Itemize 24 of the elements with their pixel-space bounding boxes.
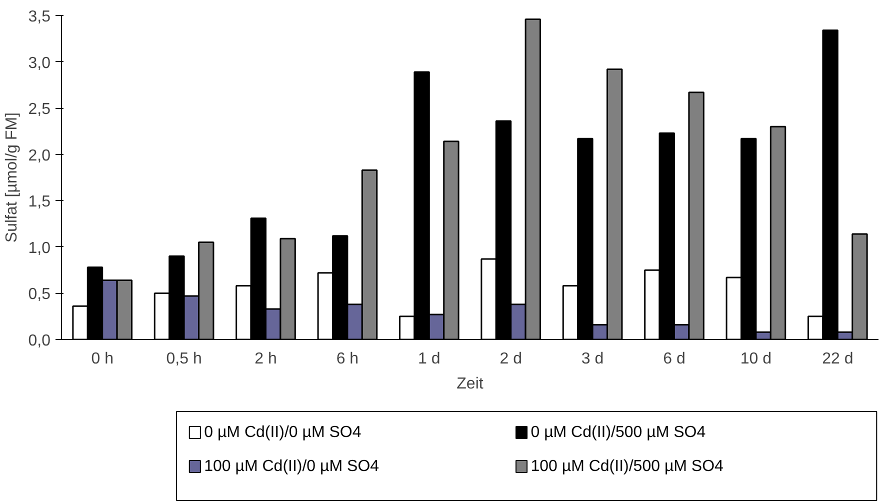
x-tick-label: 10 d: [740, 350, 772, 368]
y-axis-title: Sulfat [µmol/g FM]: [3, 112, 20, 243]
legend-label: 100 µM Cd(II)/0 µM SO4: [204, 458, 380, 475]
x-tick-label: 3 d: [581, 350, 604, 368]
legend-label: 0 µM Cd(II)/500 µM SO4: [530, 424, 706, 441]
x-tick-label: 2 h: [254, 350, 277, 368]
x-axis-title: Zeit: [456, 376, 484, 392]
x-tick-label: 1 d: [418, 350, 440, 368]
y-tick-label: 2,5: [28, 101, 51, 118]
y-tick-label: 0,0: [28, 332, 51, 350]
y-tick-label: 3,5: [28, 8, 51, 26]
x-tick-label: 0 h: [91, 350, 114, 368]
y-tick-label: 1,0: [28, 240, 51, 257]
y-tick-label: 0,5: [28, 286, 51, 304]
y-tick-label: 3,0: [28, 54, 51, 72]
x-tick-label: 2 d: [500, 350, 522, 368]
y-tick-label: 2,0: [28, 147, 51, 164]
x-tick-label: 0,5 h: [166, 350, 202, 368]
legend-label: 0 µM Cd(II)/0 µM SO4: [204, 424, 362, 441]
legend-label: 100 µM Cd(II)/500 µM SO4: [530, 458, 724, 475]
x-tick-label: 22 d: [822, 350, 854, 368]
x-tick-label: 6 d: [663, 350, 686, 368]
x-tick-label: 6 h: [336, 350, 359, 368]
y-tick-label: 1,5: [28, 194, 51, 211]
